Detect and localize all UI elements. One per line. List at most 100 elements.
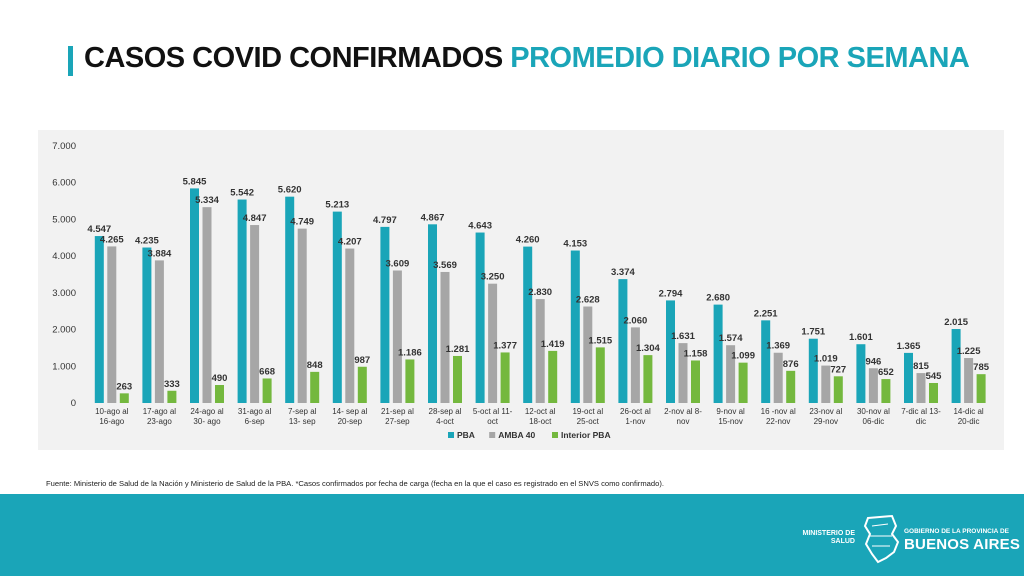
bar-amba-40	[868, 368, 878, 403]
data-label: 1.158	[684, 348, 708, 359]
data-label: 876	[783, 359, 799, 370]
bar-amba-40	[107, 246, 117, 403]
x-tick-label: 26-oct al	[620, 407, 651, 416]
x-tick-label: oct	[487, 417, 498, 426]
x-tick-label: 9-nov al	[716, 407, 745, 416]
bar-pba	[808, 338, 818, 403]
bar-pba	[237, 199, 247, 403]
data-label: 2.794	[659, 288, 683, 299]
data-label: 3.609	[386, 258, 410, 269]
x-tick-label: 6-sep	[245, 417, 266, 426]
y-tick-label: 3.000	[52, 288, 76, 299]
x-tick-label: 30-nov al	[857, 407, 890, 416]
data-label: 2.060	[624, 315, 648, 326]
province-map-icon	[863, 514, 900, 564]
x-tick-label: 31-ago al	[238, 407, 272, 416]
bar-amba-40	[964, 358, 974, 403]
bar-pba	[332, 211, 342, 403]
bar-pba	[570, 250, 580, 403]
bar-interior-pba	[357, 366, 367, 403]
bar-amba-40	[916, 373, 926, 403]
bar-amba-40	[297, 228, 307, 403]
data-label: 4.797	[373, 215, 397, 226]
data-label: 815	[913, 361, 930, 372]
data-label: 987	[354, 355, 370, 366]
data-label: 3.374	[611, 267, 635, 278]
data-label: 3.250	[481, 272, 505, 283]
x-tick-label: 1-nov	[625, 417, 645, 426]
bar-pba	[618, 279, 628, 403]
data-label: 545	[926, 371, 943, 382]
x-tick-label: 19-oct al	[572, 407, 603, 416]
data-label: 2.830	[528, 287, 552, 298]
x-tick-label: 16-ago	[99, 417, 124, 426]
x-tick-label: 20-dic	[958, 417, 980, 426]
page-title: CASOS COVID CONFIRMADOS PROMEDIO DIARIO …	[84, 42, 970, 75]
x-tick-label: 5-oct al 11-	[473, 407, 513, 416]
y-tick-label: 7.000	[52, 141, 76, 152]
x-tick-label: 16 -nov al	[761, 407, 796, 416]
data-label: 4.260	[516, 235, 540, 246]
data-label: 668	[259, 366, 275, 377]
source-note: Fuente: Ministerio de Salud de la Nación…	[46, 479, 664, 488]
x-tick-label: 25-oct	[577, 417, 600, 426]
bar-chart: 0 1.000 2.000 3.000 4.000 5.000 6.000 7.000 4.54…	[52, 141, 990, 440]
data-label: 1.574	[719, 333, 743, 344]
bar-amba-40	[630, 327, 640, 403]
buenos-aires-label: BUENOS AIRES	[904, 536, 1021, 553]
bar-pba	[142, 247, 152, 403]
x-tick-label: 12-oct al	[525, 407, 556, 416]
x-tick-label: dic	[916, 417, 926, 426]
bar-pba	[666, 300, 675, 403]
bar-amba-40	[726, 345, 736, 403]
bar-interior-pba	[738, 362, 748, 403]
data-label: 1.281	[446, 344, 470, 355]
bar-amba-40	[583, 306, 593, 403]
x-tick-label: 14- sep al	[332, 407, 367, 416]
bar-amba-40	[154, 260, 164, 403]
x-tick-label: 7-dic al 13-	[901, 407, 941, 416]
bar-pba	[951, 329, 961, 403]
data-label: 4.207	[338, 237, 362, 248]
bar-pba	[285, 196, 295, 403]
y-tick-label: 6.000	[52, 178, 76, 189]
data-label: 848	[307, 360, 323, 371]
x-tick-label: 18-oct	[529, 417, 552, 426]
y-tick-label: 5.000	[52, 214, 76, 225]
bar-interior-pba	[786, 370, 796, 403]
data-label: 3.569	[433, 260, 457, 271]
bar-interior-pba	[548, 350, 558, 403]
bar-interior-pba	[976, 374, 986, 403]
x-tick-label: 27-sep	[385, 417, 410, 426]
x-tick-label: 7-sep al	[288, 407, 317, 416]
bar-amba-40	[345, 248, 355, 403]
y-tick-label: 1.000	[52, 361, 76, 372]
bar-amba-40	[821, 365, 831, 403]
ministerio-salud-logo: MINISTERIO DE SALUD	[795, 530, 855, 546]
data-label: 2.628	[576, 295, 600, 306]
data-label: 2.015	[944, 317, 968, 328]
data-label: 727	[830, 364, 846, 375]
data-label: 785	[973, 362, 990, 373]
bar-interior-pba	[595, 347, 605, 403]
x-tick-label: 2-nov al 8-	[664, 407, 702, 416]
data-label: 4.749	[290, 217, 314, 228]
bar-interior-pba	[310, 371, 320, 403]
data-label: 4.867	[421, 212, 445, 223]
x-tick-label: 4-oct	[436, 417, 455, 426]
bar-amba-40	[392, 270, 402, 403]
x-tick-label: 20-sep	[338, 417, 363, 426]
y-tick-label: 4.000	[52, 251, 76, 262]
bar-pba	[428, 224, 437, 403]
bar-pba	[380, 226, 390, 403]
bar-pba	[904, 352, 913, 403]
bar-pba	[761, 320, 771, 403]
data-label: 652	[878, 367, 894, 378]
y-tick-label: 2.000	[52, 325, 76, 336]
data-label: 1.369	[766, 341, 790, 352]
footer-band	[0, 494, 1024, 576]
legend-label: Interior PBA	[561, 430, 611, 440]
data-label: 5.845	[183, 176, 207, 187]
x-tick-label: 30- ago	[193, 417, 221, 426]
bar-pba	[475, 232, 485, 403]
